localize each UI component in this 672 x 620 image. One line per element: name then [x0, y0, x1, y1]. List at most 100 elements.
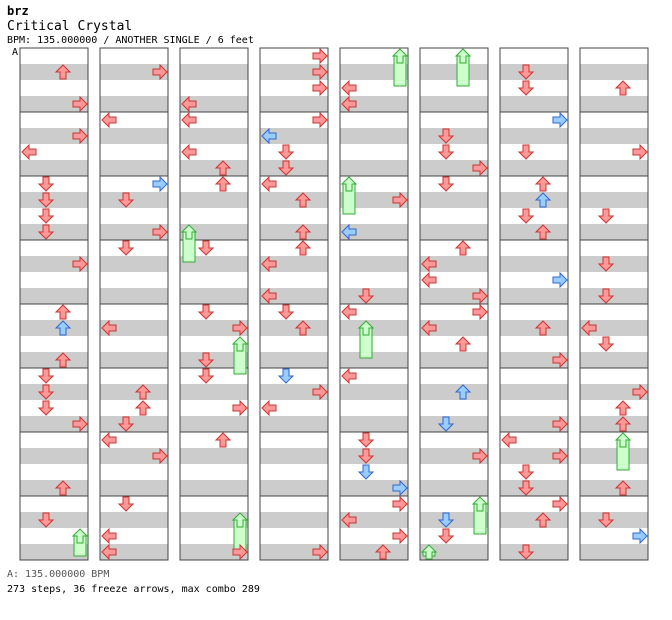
step-arrow — [277, 160, 295, 176]
arrow-shape — [312, 111, 328, 129]
step-arrow — [454, 48, 472, 64]
beat-stripe — [20, 96, 88, 112]
arrow-shape — [534, 224, 552, 240]
arrow-shape — [197, 352, 215, 368]
step-arrow — [134, 384, 152, 400]
arrow-shape — [437, 128, 455, 144]
beat-stripe — [580, 128, 648, 144]
chart-meta: BPM: 135.000000 / ANOTHER SINGLE / 6 fee… — [7, 35, 254, 46]
step-arrow — [37, 208, 55, 224]
beat-stripe — [260, 288, 328, 304]
arrow-shape — [597, 256, 615, 272]
step-arrow — [341, 511, 357, 529]
song-artist: brz — [7, 4, 29, 18]
step-arrow — [437, 512, 455, 528]
beat-stripe — [180, 480, 248, 496]
step-arrow — [581, 319, 597, 337]
arrow-shape — [534, 176, 552, 192]
step-arrow — [597, 336, 615, 352]
beat-stripe — [500, 480, 568, 496]
step-arrow — [312, 47, 328, 65]
beat-stripe — [100, 512, 168, 528]
step-arrow — [534, 512, 552, 528]
step-arrow — [101, 431, 117, 449]
step-arrow — [357, 432, 375, 448]
arrow-shape — [214, 176, 232, 192]
beat-stripe — [260, 352, 328, 368]
arrow-shape — [341, 95, 357, 113]
arrow-shape — [614, 480, 632, 496]
arrow-shape — [54, 352, 72, 368]
step-arrow — [152, 223, 168, 241]
beat-stripe — [580, 512, 648, 528]
beat-stripe — [580, 288, 648, 304]
step-arrow — [614, 80, 632, 96]
step-arrow — [454, 384, 472, 400]
beat-stripe — [260, 512, 328, 528]
step-arrow — [37, 512, 55, 528]
arrow-shape — [437, 528, 455, 544]
beat-stripe — [500, 192, 568, 208]
arrow-shape — [552, 351, 568, 369]
beat-stripe — [340, 352, 408, 368]
step-arrow — [597, 256, 615, 272]
beat-stripe — [420, 256, 488, 272]
step-arrow — [597, 288, 615, 304]
arrow-shape — [581, 319, 597, 337]
beat-stripe — [420, 192, 488, 208]
step-arrow — [37, 400, 55, 416]
step-arrow — [72, 255, 88, 273]
arrow-shape — [37, 400, 55, 416]
step-arrow — [632, 143, 648, 161]
step-arrow — [437, 528, 455, 544]
beat-stripe — [100, 96, 168, 112]
step-arrow — [472, 447, 488, 465]
beat-stripe — [340, 64, 408, 80]
beat-stripe — [340, 288, 408, 304]
beat-stripe — [340, 448, 408, 464]
beat-stripe — [500, 128, 568, 144]
beat-stripe — [20, 64, 88, 80]
step-arrow — [421, 271, 437, 289]
beat-stripe — [340, 544, 408, 560]
beat-stripe — [500, 96, 568, 112]
step-arrow — [421, 319, 437, 337]
arrow-shape — [614, 400, 632, 416]
beat-stripe — [500, 64, 568, 80]
beat-stripe — [420, 352, 488, 368]
arrow-shape — [534, 512, 552, 528]
step-arrow — [231, 336, 249, 352]
arrow-shape — [37, 176, 55, 192]
arrow-shape — [534, 320, 552, 336]
beat-stripe — [580, 192, 648, 208]
arrow-shape — [117, 416, 135, 432]
arrow-shape — [54, 480, 72, 496]
beat-stripe — [420, 544, 488, 560]
beat-stripe — [420, 64, 488, 80]
section-marker: A — [12, 47, 19, 58]
arrow-shape — [71, 528, 89, 544]
step-arrow — [312, 543, 328, 561]
arrow-shape — [181, 111, 197, 129]
beat-stripe — [260, 128, 328, 144]
step-arrow — [437, 416, 455, 432]
arrow-shape — [101, 543, 117, 561]
step-arrow — [517, 64, 535, 80]
arrow-shape — [517, 64, 535, 80]
arrow-shape — [454, 48, 472, 64]
beat-stripe — [500, 384, 568, 400]
step-arrow — [134, 400, 152, 416]
step-arrow — [454, 240, 472, 256]
beat-stripe — [580, 160, 648, 176]
arrow-shape — [72, 127, 88, 145]
arrow-shape — [261, 175, 277, 193]
arrow-shape — [312, 47, 328, 65]
step-arrow — [437, 144, 455, 160]
step-arrow — [37, 192, 55, 208]
beat-stripe — [180, 448, 248, 464]
step-arrow — [312, 111, 328, 129]
beat-stripe — [580, 544, 648, 560]
arrow-shape — [392, 495, 408, 513]
arrow-shape — [54, 64, 72, 80]
